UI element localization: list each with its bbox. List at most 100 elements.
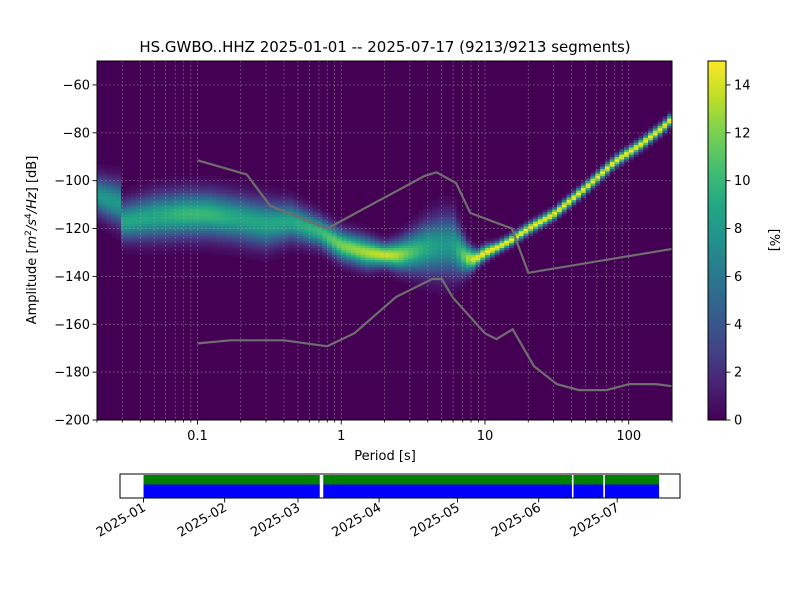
heatmap-cell (442, 266, 448, 270)
heatmap-cell (403, 281, 409, 284)
heatmap-cell (604, 171, 611, 174)
heatmap-cell (101, 228, 107, 232)
heatmap-cell (274, 233, 280, 237)
heatmap-cell (255, 257, 261, 260)
heatmap-cell (274, 195, 280, 198)
heatmap-cell (283, 199, 290, 203)
heatmap-cell (149, 202, 155, 205)
heatmap-cell (336, 259, 342, 263)
heatmap-cell (221, 245, 227, 248)
heatmap-cell (422, 223, 429, 227)
heatmap-cell (192, 214, 199, 217)
heatmap-cell (336, 257, 342, 260)
heatmap-cell (97, 199, 103, 203)
heatmap-cell (403, 274, 409, 277)
heatmap-cell (442, 228, 448, 232)
heatmap-cell (398, 271, 405, 275)
heatmap-cell (106, 166, 112, 169)
heatmap-cell (192, 185, 199, 189)
heatmap-cell (183, 221, 189, 225)
heatmap-cell (542, 216, 548, 220)
heatmap-cell (451, 206, 457, 210)
heatmap-cell (456, 262, 462, 265)
heatmap-cell (355, 230, 361, 234)
heatmap-cell (159, 214, 165, 217)
heatmap-cell (456, 276, 462, 280)
heatmap-cell (322, 209, 328, 213)
heatmap-cell (140, 211, 146, 215)
heatmap-cell (628, 147, 635, 150)
heatmap-cell (662, 130, 668, 134)
heatmap-cell (394, 257, 400, 260)
heatmap-cell (322, 214, 328, 217)
heatmap-cell (212, 214, 218, 217)
heatmap-cell (413, 250, 419, 253)
heatmap-cell (125, 206, 131, 210)
heatmap-cell (643, 139, 649, 143)
heatmap-cell (97, 187, 103, 191)
heatmap-cell (212, 216, 218, 220)
heatmap-cell (422, 250, 429, 253)
heatmap-cell (149, 228, 155, 232)
heatmap-cell (212, 218, 218, 222)
heatmap-cell (614, 149, 620, 153)
heatmap-cell (197, 247, 203, 251)
heatmap-cell (432, 266, 438, 270)
heatmap-cell (465, 247, 472, 251)
heatmap-cell (384, 266, 390, 270)
heatmap-cell (504, 250, 510, 253)
heatmap-cell (446, 216, 452, 220)
heatmap-cell (221, 185, 227, 189)
heatmap-cell (619, 147, 625, 150)
heatmap-cell (144, 209, 151, 213)
heatmap-cell (638, 147, 644, 150)
heatmap-cell (144, 250, 151, 253)
heatmap-cell (255, 183, 261, 186)
heatmap-cell (432, 202, 438, 205)
heatmap-cell (173, 240, 179, 244)
heatmap-cell (130, 206, 136, 210)
heatmap-cell (164, 226, 170, 229)
heatmap-cell (422, 235, 429, 239)
heatmap-cell (207, 221, 213, 225)
heatmap-cell (154, 195, 160, 198)
heatmap-cell (398, 235, 405, 239)
heatmap-cell (513, 228, 520, 232)
heatmap-cell (437, 288, 443, 292)
heatmap-cell (197, 226, 203, 229)
heatmap-cell (379, 238, 385, 241)
heatmap-cell (446, 199, 452, 203)
heatmap-cell (624, 161, 630, 165)
heatmap-cell (327, 259, 333, 263)
heatmap-cell (149, 235, 155, 239)
heatmap-cell (317, 218, 323, 222)
heatmap-cell (259, 230, 266, 234)
heatmap-cell (183, 202, 189, 205)
heatmap-cell (149, 209, 155, 213)
heatmap-cell (418, 235, 424, 239)
heatmap-cell (494, 245, 500, 248)
heatmap-cell (341, 240, 347, 244)
heatmap-cell (346, 257, 352, 260)
heatmap-cell (523, 228, 529, 232)
heatmap-cell (216, 187, 222, 191)
heatmap-cell (566, 190, 572, 193)
heatmap-cell (164, 245, 170, 248)
heatmap-cell (159, 228, 165, 232)
heatmap-cell (451, 276, 457, 280)
heatmap-cell (240, 206, 246, 210)
heatmap-cell (475, 262, 481, 265)
heatmap-cell (130, 202, 136, 205)
heatmap-cell (403, 257, 409, 260)
heatmap-cell (188, 230, 194, 234)
heatmap-cell (542, 209, 548, 213)
heatmap-cell (566, 195, 572, 198)
heatmap-cell (585, 175, 591, 179)
heatmap-cell (303, 199, 309, 203)
heatmap-cell (461, 223, 467, 227)
heatmap-cell (408, 230, 414, 234)
heatmap-cell (528, 230, 534, 234)
heatmap-cell (456, 221, 462, 225)
heatmap-cell (413, 221, 419, 225)
heatmap-cell (504, 247, 510, 251)
